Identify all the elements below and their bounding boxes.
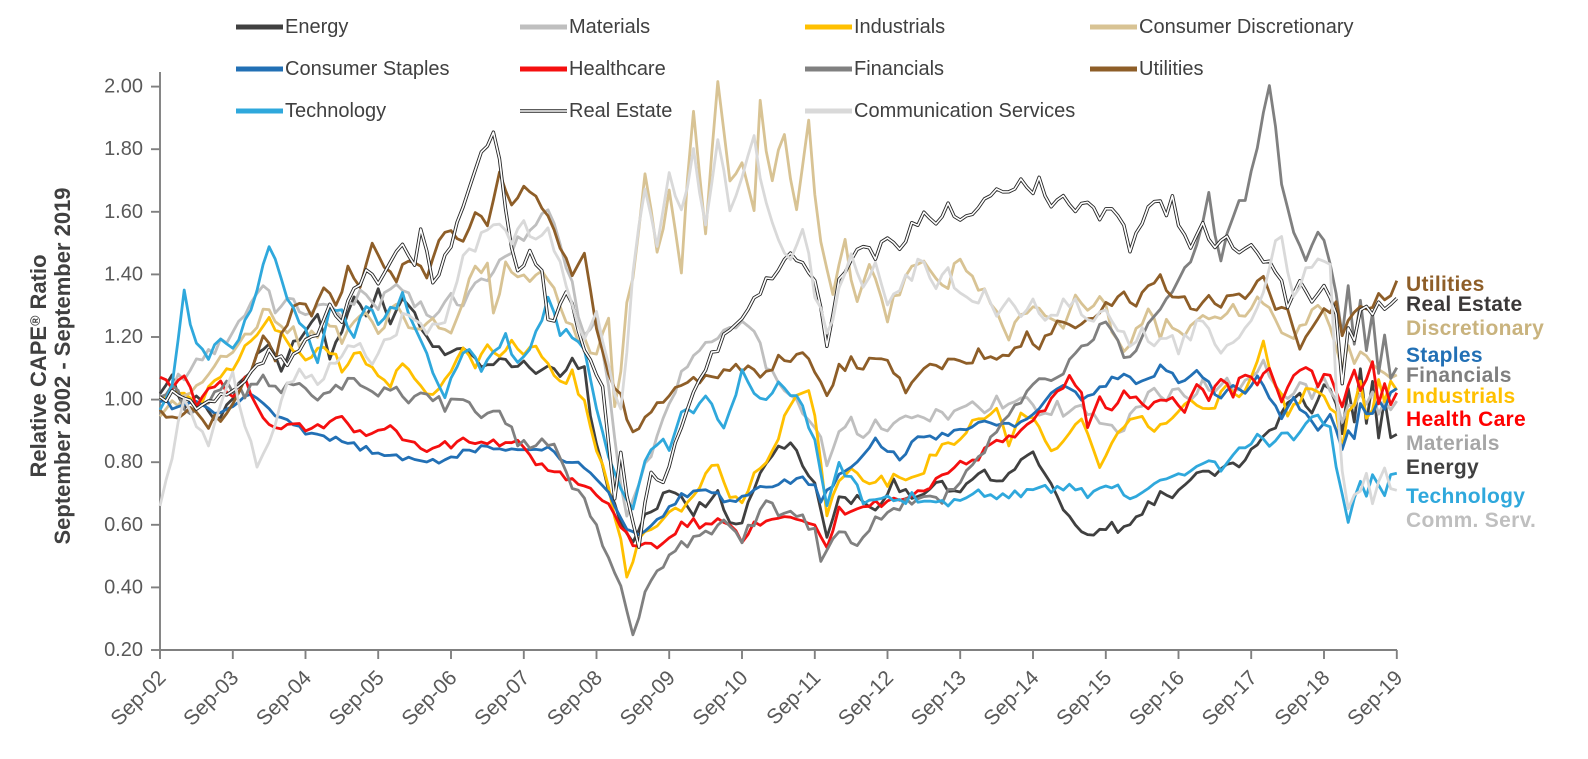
svg-text:Communication Services: Communication Services — [854, 100, 1075, 122]
svg-text:Industrials: Industrials — [1406, 385, 1516, 408]
svg-text:Utilities: Utilities — [1139, 58, 1203, 80]
svg-text:Relative CAPE® Ratio: Relative CAPE® Ratio — [26, 254, 51, 477]
svg-text:Staples: Staples — [1406, 344, 1483, 367]
svg-text:Consumer Staples: Consumer Staples — [285, 58, 450, 80]
svg-text:1.80: 1.80 — [104, 138, 143, 160]
svg-text:1.60: 1.60 — [104, 201, 143, 223]
svg-text:1.20: 1.20 — [104, 326, 143, 348]
svg-text:Health Care: Health Care — [1406, 408, 1526, 431]
svg-text:Discretionary: Discretionary — [1406, 317, 1544, 340]
svg-text:Financials: Financials — [1406, 364, 1512, 387]
svg-text:Technology: Technology — [1406, 485, 1525, 508]
svg-text:0.20: 0.20 — [104, 639, 143, 661]
svg-text:0.40: 0.40 — [104, 576, 143, 598]
svg-text:Technology: Technology — [285, 100, 386, 122]
svg-text:0.60: 0.60 — [104, 514, 143, 536]
svg-text:Energy: Energy — [285, 16, 348, 38]
svg-text:Utilities: Utilities — [1406, 273, 1485, 296]
svg-text:Materials: Materials — [1406, 432, 1500, 455]
svg-text:1.00: 1.00 — [104, 389, 143, 411]
svg-text:Consumer Discretionary: Consumer Discretionary — [1139, 16, 1354, 38]
svg-text:Real Estate: Real Estate — [1406, 293, 1523, 316]
svg-text:Industrials: Industrials — [854, 16, 945, 38]
svg-text:Financials: Financials — [854, 58, 944, 80]
svg-text:Real Estate: Real Estate — [569, 100, 672, 122]
svg-text:2.00: 2.00 — [104, 76, 143, 98]
svg-text:Energy: Energy — [1406, 456, 1479, 479]
svg-text:0.80: 0.80 — [104, 451, 143, 473]
svg-text:1.40: 1.40 — [104, 263, 143, 285]
svg-text:Materials: Materials — [569, 16, 650, 38]
svg-text:September 2002 - September 201: September 2002 - September 2019 — [50, 187, 75, 544]
svg-text:Healthcare: Healthcare — [569, 58, 666, 80]
svg-text:Comm. Serv.: Comm. Serv. — [1406, 509, 1536, 532]
